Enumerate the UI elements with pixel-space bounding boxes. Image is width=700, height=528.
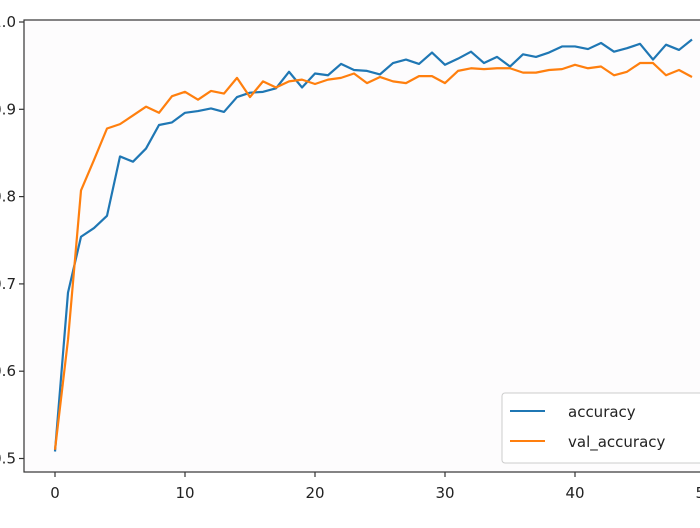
x-tick-label: 10 xyxy=(175,484,194,502)
legend: accuracy val_accuracy xyxy=(502,393,700,463)
legend-label-accuracy: accuracy xyxy=(568,403,636,421)
y-tick-label: 0.8 xyxy=(0,188,16,206)
y-tick-label: 1.0 xyxy=(0,13,16,31)
x-tick-label: 0 xyxy=(50,484,60,502)
y-tick-label: 0.5 xyxy=(0,450,16,468)
x-tick-label: 40 xyxy=(565,484,584,502)
x-tick-label: 20 xyxy=(305,484,324,502)
x-tick-label: 30 xyxy=(435,484,454,502)
legend-label-val-accuracy: val_accuracy xyxy=(568,433,666,452)
y-tick-label: 0.6 xyxy=(0,362,16,380)
y-tick-label: 0.9 xyxy=(0,100,16,118)
x-tick-label: 50 xyxy=(695,484,700,502)
y-tick-label: 0.7 xyxy=(0,275,16,293)
